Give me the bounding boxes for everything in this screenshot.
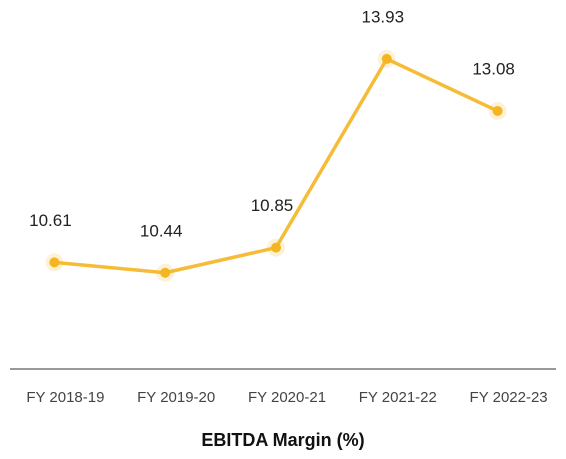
value-label: 10.85 <box>251 196 294 215</box>
point <box>381 53 392 64</box>
value-label: 13.93 <box>362 7 405 26</box>
x-tick-label: FY 2019-20 <box>137 389 215 406</box>
x-tick-label: FY 2020-21 <box>248 389 326 406</box>
point <box>49 257 60 268</box>
x-tick-label: FY 2021-22 <box>359 389 437 406</box>
chart-title: EBITDA Margin (%) <box>201 430 364 450</box>
point <box>160 267 171 278</box>
value-label: 10.44 <box>140 221 183 240</box>
value-label: 13.08 <box>472 59 515 78</box>
point <box>271 242 281 253</box>
value-label: 10.61 <box>29 211 72 230</box>
x-tick-label: FY 2018-19 <box>26 389 104 406</box>
x-tick-label: FY 2022-23 <box>470 389 548 406</box>
point <box>492 106 503 117</box>
